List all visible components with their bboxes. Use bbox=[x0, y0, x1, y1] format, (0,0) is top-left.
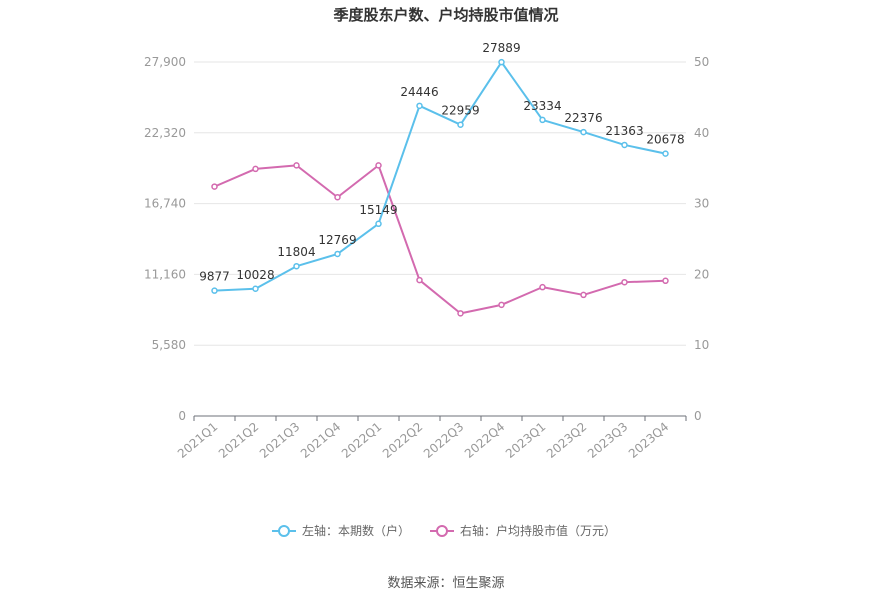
right-tick-label: 0 bbox=[694, 409, 702, 423]
data-label: 22959 bbox=[441, 104, 479, 118]
x-tick-label: 2022Q1 bbox=[339, 420, 384, 461]
data-point bbox=[211, 183, 218, 190]
data-point bbox=[662, 150, 669, 157]
legend[interactable]: 左轴：本期数（户） 右轴：户均持股市值（万元） bbox=[272, 523, 616, 538]
data-point bbox=[334, 250, 341, 258]
x-tick-label: 2023Q4 bbox=[626, 420, 671, 461]
data-point bbox=[252, 285, 259, 293]
data-point bbox=[457, 121, 464, 128]
data-source: 数据来源：恒生聚源 bbox=[387, 576, 504, 591]
left-tick-label: 16,740 bbox=[144, 197, 186, 211]
data-label: 23334 bbox=[523, 99, 561, 113]
chart-title: 季度股东户数、户均持股市值情况 bbox=[333, 6, 558, 24]
series-line bbox=[214, 164, 666, 315]
data-point bbox=[662, 277, 669, 285]
legend-item-avg-holding-value[interactable]: 右轴：户均持股市值（万元） bbox=[430, 523, 616, 538]
data-label: 22376 bbox=[564, 111, 602, 125]
data-label: 21363 bbox=[605, 124, 643, 138]
data-point bbox=[334, 193, 341, 201]
data-point bbox=[498, 301, 505, 309]
series-line bbox=[214, 61, 666, 292]
legend-marker bbox=[436, 525, 448, 537]
data-label: 9877 bbox=[199, 270, 230, 284]
left-tick-label: 27,900 bbox=[144, 55, 186, 69]
legend-marker bbox=[278, 525, 290, 537]
x-tick-label: 2021Q4 bbox=[298, 420, 343, 461]
right-tick-label: 40 bbox=[694, 126, 709, 140]
x-tick-label: 2022Q2 bbox=[380, 420, 425, 461]
left-tick-label: 5,580 bbox=[152, 338, 186, 352]
data-point bbox=[375, 162, 382, 169]
x-tick-label: 2023Q2 bbox=[544, 420, 589, 461]
data-point bbox=[375, 220, 382, 228]
left-axis-ticks: 0 5,580 11,160 16,740 22,320 27,900 bbox=[144, 55, 186, 423]
data-label: 15149 bbox=[359, 203, 397, 217]
data-label: 27889 bbox=[482, 41, 520, 55]
x-tick-label: 2023Q3 bbox=[585, 420, 630, 461]
legend-label: 左轴：本期数（户） bbox=[302, 523, 410, 538]
data-label: 12769 bbox=[318, 233, 356, 247]
legend-label: 右轴：户均持股市值（万元） bbox=[460, 523, 616, 538]
legend-item-households[interactable]: 左轴：本期数（户） bbox=[272, 523, 410, 538]
right-tick-label: 10 bbox=[694, 338, 709, 352]
right-axis-ticks: 0 10 20 30 40 50 bbox=[694, 55, 709, 423]
data-point bbox=[293, 262, 300, 270]
series-avg-holding-value bbox=[211, 162, 669, 317]
x-tick-label: 2021Q3 bbox=[257, 420, 302, 461]
data-point bbox=[252, 165, 259, 173]
right-tick-label: 30 bbox=[694, 197, 709, 211]
data-label: 10028 bbox=[236, 268, 274, 282]
data-point bbox=[498, 58, 505, 66]
data-point bbox=[457, 310, 464, 317]
data-point bbox=[293, 162, 300, 169]
data-point bbox=[211, 287, 218, 294]
left-tick-label: 11,160 bbox=[144, 267, 186, 281]
data-label: 24446 bbox=[400, 85, 438, 99]
left-tick-label: 22,320 bbox=[144, 126, 186, 140]
x-tick-label: 2023Q1 bbox=[503, 420, 548, 461]
data-point bbox=[416, 102, 423, 110]
data-point bbox=[539, 283, 546, 291]
x-tick-label: 2021Q1 bbox=[175, 420, 220, 461]
grid-lines bbox=[194, 61, 686, 346]
data-point bbox=[539, 116, 546, 124]
left-tick-label: 0 bbox=[178, 409, 186, 423]
data-label: 20678 bbox=[646, 133, 684, 147]
data-point bbox=[580, 128, 587, 136]
data-label: 11804 bbox=[277, 245, 315, 259]
x-tick-label: 2022Q3 bbox=[421, 420, 466, 461]
data-point bbox=[621, 141, 628, 149]
x-axis: 2021Q12021Q22021Q32021Q42022Q12022Q22022… bbox=[175, 415, 687, 461]
right-tick-label: 50 bbox=[694, 55, 709, 69]
x-tick-label: 2022Q4 bbox=[462, 420, 507, 461]
x-tick-label: 2021Q2 bbox=[216, 420, 261, 461]
right-tick-label: 20 bbox=[694, 267, 709, 281]
data-point bbox=[580, 291, 587, 299]
data-point bbox=[621, 278, 628, 286]
data-point bbox=[416, 276, 423, 284]
